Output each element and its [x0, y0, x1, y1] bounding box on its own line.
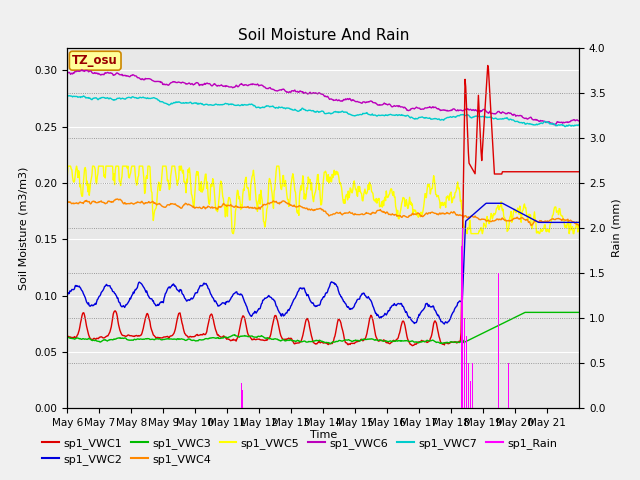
- Text: TZ_osu: TZ_osu: [72, 54, 118, 67]
- Bar: [241, 383, 242, 408]
- Y-axis label: Soil Moisture (m3/m3): Soil Moisture (m3/m3): [19, 166, 29, 290]
- Bar: [508, 363, 509, 408]
- Bar: [464, 318, 465, 408]
- Bar: [466, 336, 467, 408]
- Bar: [498, 273, 499, 408]
- Bar: [461, 246, 462, 408]
- Y-axis label: Rain (mm): Rain (mm): [611, 199, 621, 257]
- Bar: [462, 228, 463, 408]
- Title: Soil Moisture And Rain: Soil Moisture And Rain: [237, 28, 409, 43]
- Bar: [472, 363, 473, 408]
- Bar: [468, 345, 469, 408]
- Legend: sp1_VWC1, sp1_VWC2, sp1_VWC3, sp1_VWC4, sp1_VWC5, sp1_VWC6, sp1_VWC7, sp1_Rain: sp1_VWC1, sp1_VWC2, sp1_VWC3, sp1_VWC4, …: [38, 433, 562, 469]
- Bar: [470, 381, 471, 408]
- X-axis label: Time: Time: [310, 431, 337, 441]
